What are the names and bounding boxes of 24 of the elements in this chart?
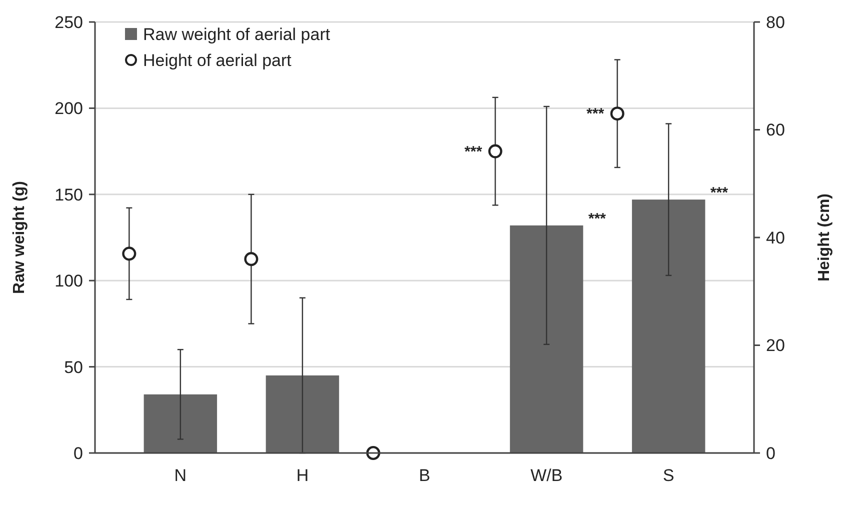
y-tick-label: 100 — [54, 272, 83, 291]
y2-tick-label: 80 — [766, 12, 785, 32]
y-tick-label: 250 — [54, 12, 83, 32]
x-tick-label: S — [662, 466, 674, 485]
annotation: *** — [464, 143, 482, 160]
legend-label: Height of aerial part — [143, 50, 292, 70]
y2-tick-label: 40 — [766, 228, 785, 248]
x-tick-label: N — [174, 466, 187, 485]
annotation: *** — [710, 184, 728, 202]
y-tick-label: 0 — [74, 444, 83, 463]
annotation: *** — [588, 210, 606, 228]
y-tick-label: 50 — [64, 358, 83, 377]
y2-tick-label: 0 — [766, 444, 776, 463]
x-tick-label: W/B — [530, 466, 563, 485]
y2-tick-label: 20 — [766, 336, 785, 356]
y2-axis-title: Height (cm) — [816, 194, 833, 282]
legend-label: Raw weight of aerial part — [143, 24, 330, 44]
x-tick-label: H — [296, 466, 309, 485]
x-tick-label: B — [418, 466, 430, 485]
y-axis-title: Raw weight (g) — [11, 181, 28, 294]
y-tick-label: 200 — [54, 99, 83, 118]
annotation: *** — [586, 106, 604, 123]
y2-tick-label: 60 — [766, 120, 785, 140]
y-tick-label: 150 — [54, 185, 83, 204]
